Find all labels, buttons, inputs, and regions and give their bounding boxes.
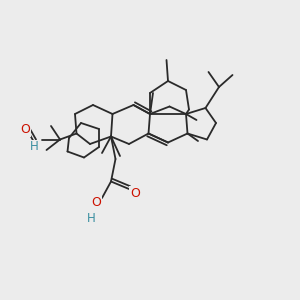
Text: H: H bbox=[30, 140, 39, 154]
Text: H: H bbox=[87, 212, 96, 226]
Text: O: O bbox=[130, 187, 140, 200]
Text: O: O bbox=[91, 196, 101, 209]
Text: O: O bbox=[21, 123, 30, 136]
